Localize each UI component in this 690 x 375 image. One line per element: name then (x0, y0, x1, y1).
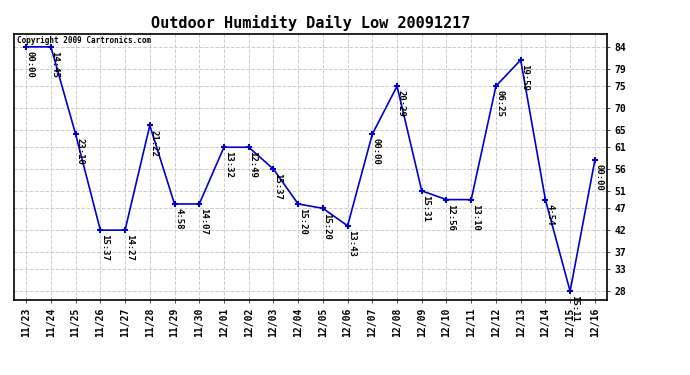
Text: 13:10: 13:10 (471, 204, 480, 231)
Text: 15:20: 15:20 (322, 213, 331, 239)
Title: Outdoor Humidity Daily Low 20091217: Outdoor Humidity Daily Low 20091217 (151, 15, 470, 31)
Text: 14:27: 14:27 (125, 234, 134, 261)
Text: Copyright 2009 Cartronics.com: Copyright 2009 Cartronics.com (17, 36, 151, 45)
Text: 15:37: 15:37 (273, 173, 282, 200)
Text: 20:29: 20:29 (397, 90, 406, 117)
Text: 23:10: 23:10 (75, 138, 84, 165)
Text: 4:58: 4:58 (174, 208, 183, 230)
Text: 14:07: 14:07 (199, 208, 208, 235)
Text: 06:25: 06:25 (495, 90, 504, 117)
Text: 15:31: 15:31 (422, 195, 431, 222)
Text: 13:43: 13:43 (347, 230, 356, 257)
Text: 00:00: 00:00 (26, 51, 34, 78)
Text: 13:32: 13:32 (224, 152, 233, 178)
Text: 15:37: 15:37 (100, 234, 109, 261)
Text: 21:22: 21:22 (150, 130, 159, 156)
Text: 00:00: 00:00 (595, 165, 604, 191)
Text: 12:56: 12:56 (446, 204, 455, 231)
Text: 19:59: 19:59 (520, 64, 529, 91)
Text: 4:54: 4:54 (545, 204, 554, 225)
Text: 14:45: 14:45 (50, 51, 59, 78)
Text: 00:00: 00:00 (372, 138, 381, 165)
Text: 15:20: 15:20 (298, 208, 307, 235)
Text: 15:11: 15:11 (570, 296, 579, 322)
Text: 12:49: 12:49 (248, 152, 257, 178)
